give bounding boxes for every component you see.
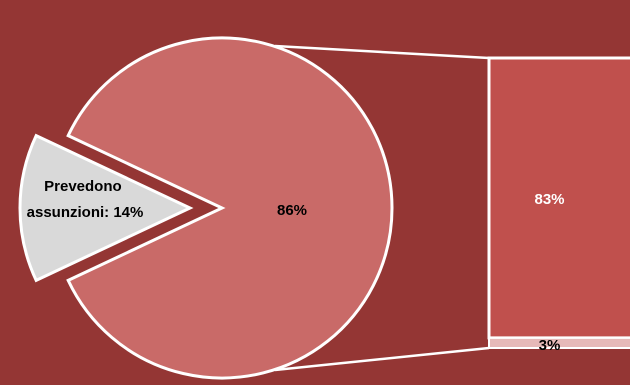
pie-slice-exploded-label-line1: Prevedono xyxy=(44,178,122,195)
pie-slice-exploded-label-line2: assunzioni: 14% xyxy=(27,204,144,221)
stack-segment-lower xyxy=(488,336,630,350)
pie-slice-exploded xyxy=(18,133,194,283)
pie-slice-exploded-label: Prevedono assunzioni: 14% xyxy=(27,178,144,221)
stack-segment-lower-label: 3% xyxy=(539,337,561,354)
stack-segment-upper-label: 83% xyxy=(534,191,564,208)
connector-line-top xyxy=(274,44,490,60)
pie-slice-main xyxy=(66,36,394,380)
connector-line-bottom xyxy=(274,346,490,372)
pie-slice-main-label: 86% xyxy=(277,202,307,219)
